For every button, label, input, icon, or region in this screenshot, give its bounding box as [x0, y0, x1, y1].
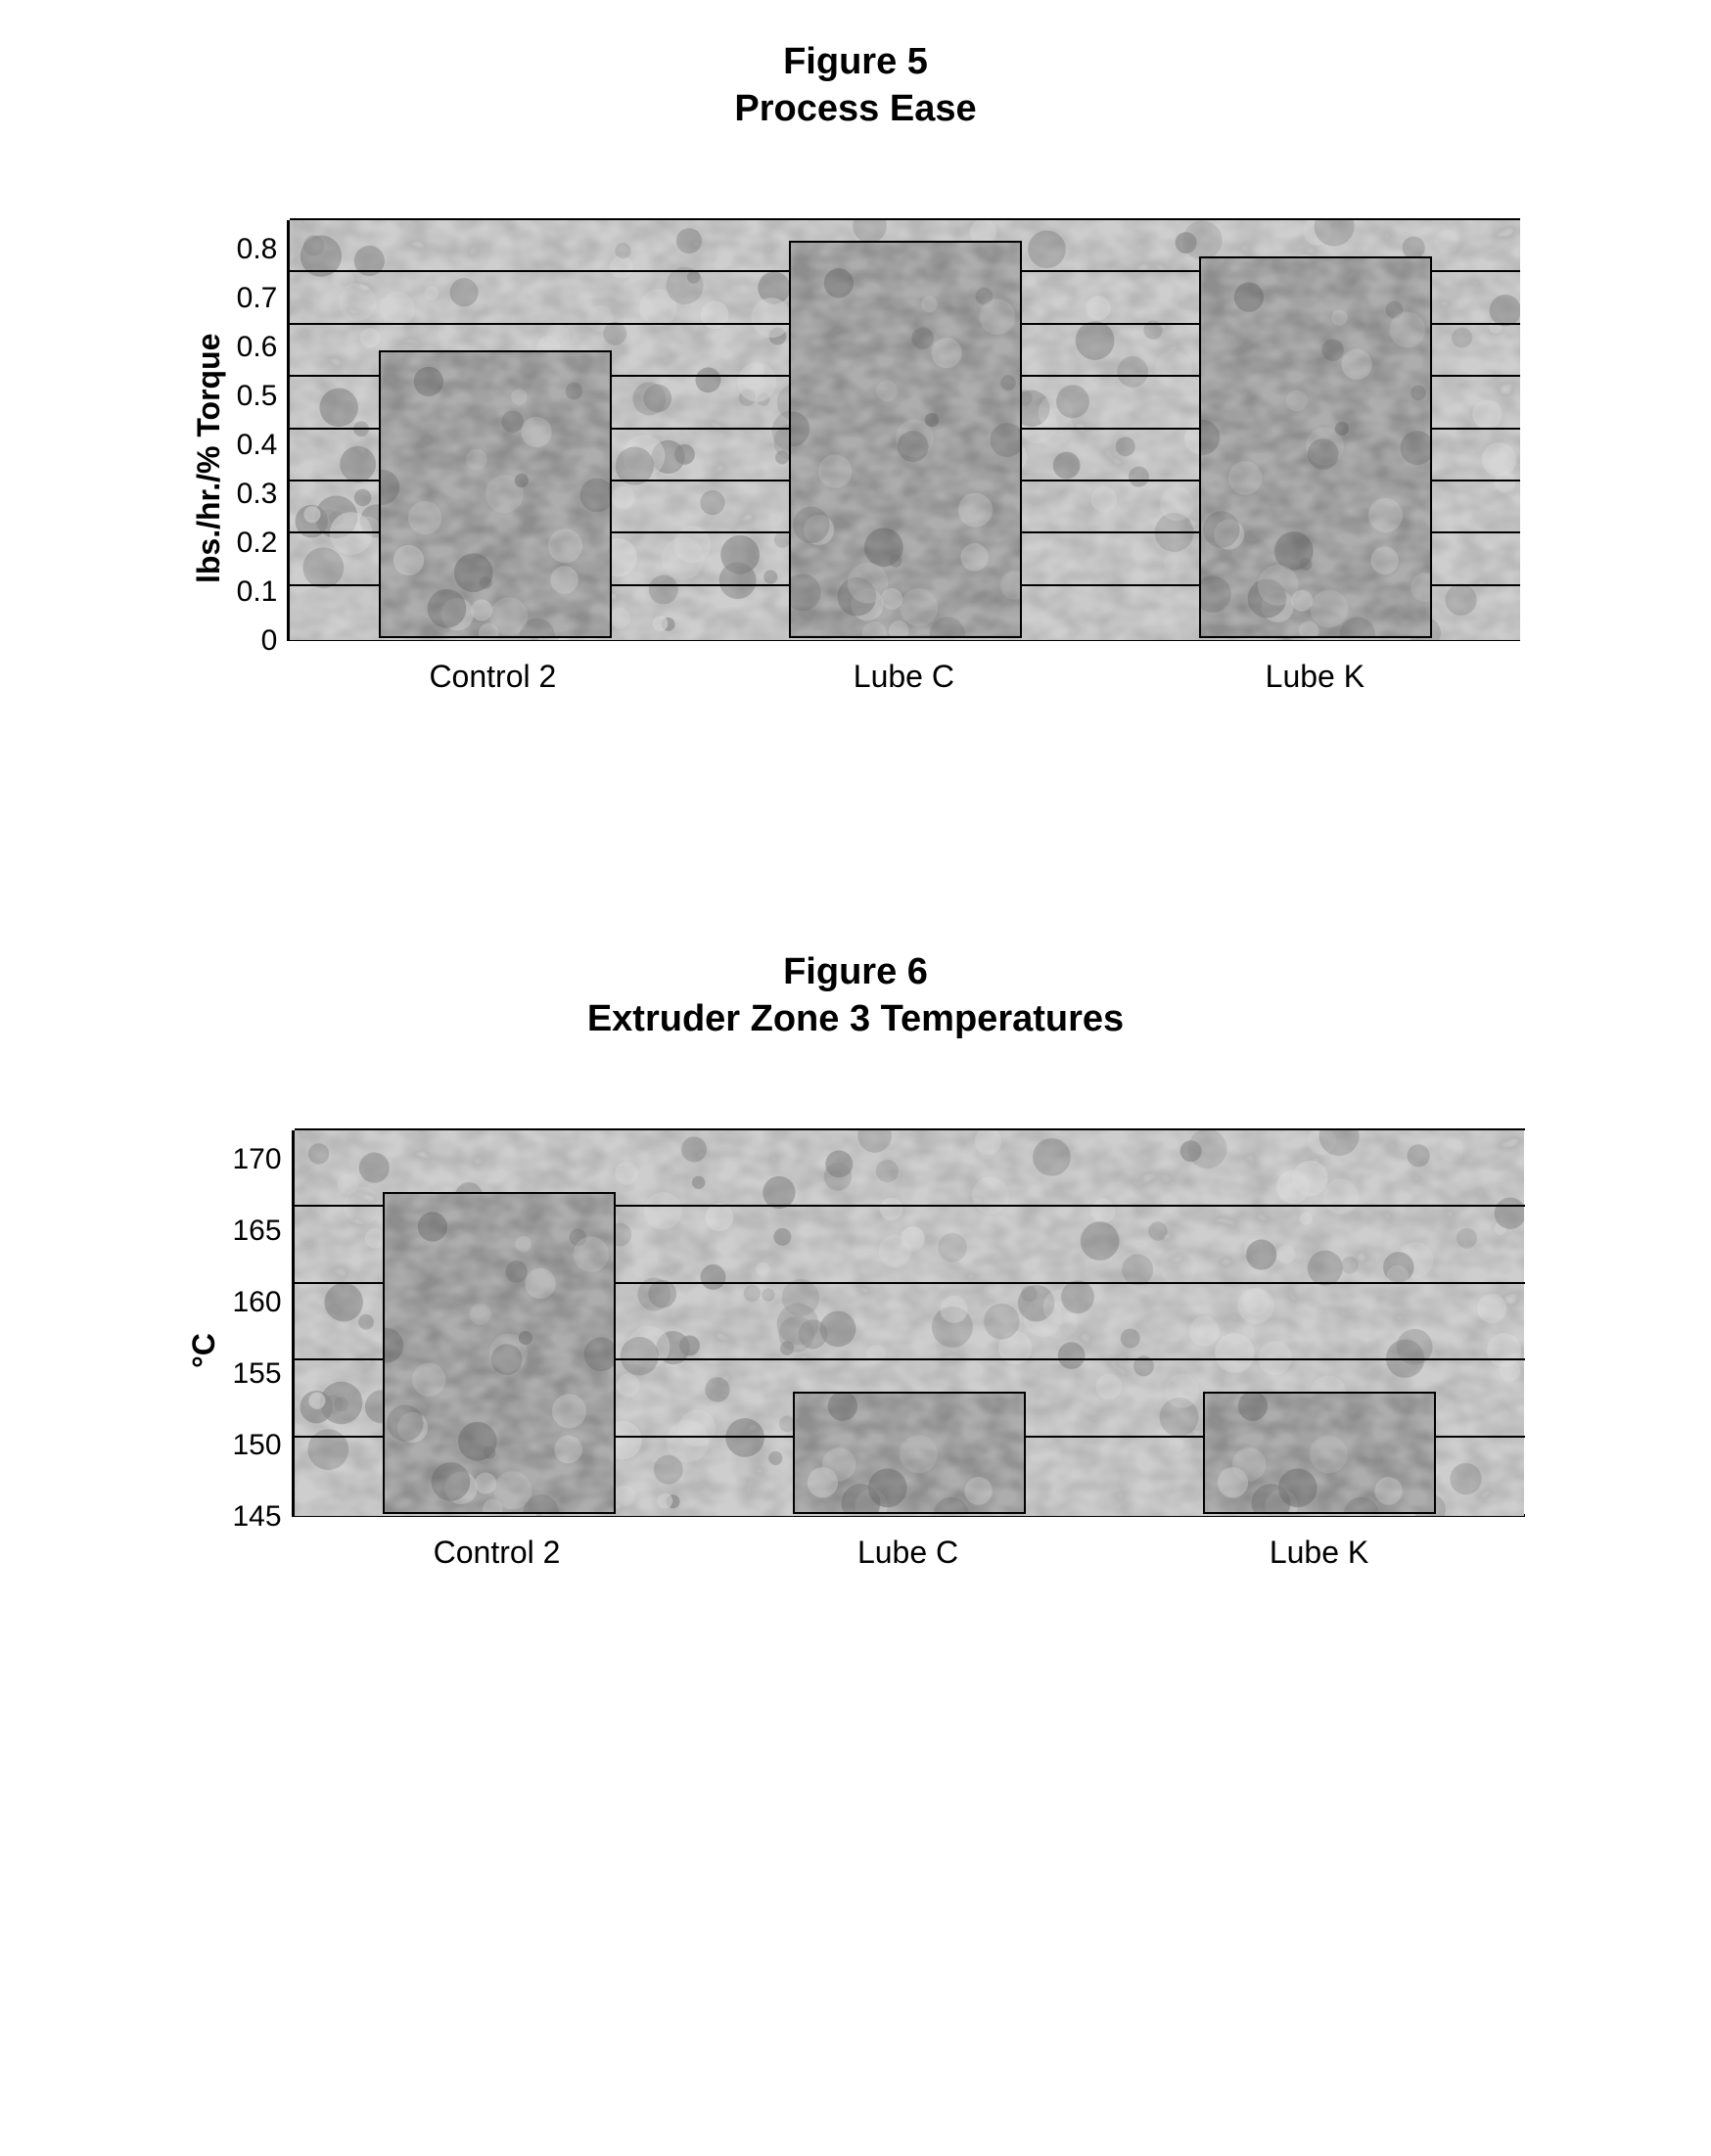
fig5-bar-slot — [1110, 220, 1520, 638]
fig5-ytick: 0.7 — [237, 284, 278, 313]
figure-6-ylabel: °C — [186, 1158, 222, 1544]
figure-6-bars — [295, 1130, 1525, 1514]
figure-5-xlabels: Control 2Lube CLube K — [287, 659, 1520, 695]
fig6-ytick: 170 — [232, 1145, 281, 1174]
fig5-xlabel: Lube K — [1109, 659, 1520, 695]
fig6-bar-slot — [295, 1130, 705, 1514]
fig6-ytick: 160 — [232, 1288, 281, 1317]
figure-6-title-line2: Extruder Zone 3 Temperatures — [0, 996, 1711, 1043]
fig6-xlabel: Lube K — [1114, 1535, 1525, 1571]
figure-6: Figure 6 Extruder Zone 3 Temperatures °C… — [0, 949, 1711, 1571]
figure-5-yaxis: 0.80.70.60.50.40.30.20.10 — [237, 220, 288, 641]
fig6-ytick: 150 — [232, 1431, 281, 1460]
fig6-bar-slot — [705, 1130, 1115, 1514]
fig6-xlabel: Control 2 — [292, 1535, 703, 1571]
fig5-ytick: 0.1 — [237, 577, 278, 607]
fig6-bar-lube-k — [1203, 1392, 1436, 1514]
figure-6-plot-area — [292, 1130, 1525, 1517]
fig5-bar-lube-k — [1199, 256, 1432, 638]
figure-5: Figure 5 Process Ease lbs./hr./% Torque … — [0, 39, 1711, 695]
figure-5-title-line2: Process Ease — [0, 86, 1711, 133]
figure-5-title-line1: Figure 5 — [0, 39, 1711, 86]
fig5-ytick: 0.2 — [237, 528, 278, 558]
fig5-ytick: 0.6 — [237, 333, 278, 362]
fig5-bar-slot — [700, 220, 1110, 638]
fig6-bar-control-2 — [383, 1192, 616, 1514]
fig5-xlabel: Control 2 — [287, 659, 698, 695]
fig5-bar-slot — [290, 220, 700, 638]
fig6-bar-slot — [1115, 1130, 1525, 1514]
fig6-ytick: 165 — [232, 1216, 281, 1246]
figure-6-chart: °C 170 165 160 155 150 145 Control 2Lube CLub… — [186, 1130, 1524, 1571]
fig5-bar-lube-c — [789, 241, 1022, 638]
figure-6-xlabels: Control 2Lube CLube K — [292, 1535, 1525, 1571]
fig5-ytick: 0.4 — [237, 431, 278, 460]
fig6-ytick: 155 — [232, 1359, 281, 1389]
fig5-ytick: 0.5 — [237, 382, 278, 411]
figure-5-title: Figure 5 Process Ease — [0, 39, 1711, 132]
page: Figure 5 Process Ease lbs./hr./% Torque … — [0, 0, 1711, 1688]
fig6-ytick: 145 — [232, 1502, 281, 1532]
fig5-ytick: 0 — [261, 626, 278, 656]
fig5-ytick: 0.8 — [237, 235, 278, 264]
fig5-bar-control-2 — [379, 350, 612, 638]
fig6-xlabel: Lube C — [703, 1535, 1114, 1571]
figure-6-yaxis: 170165160155150145 — [232, 1130, 291, 1517]
figure-5-bars — [290, 220, 1520, 638]
figure-5-chart: lbs./hr./% Torque 0.8 0.7 0.6 0.5 0.4 0.3 0.2 0… — [191, 220, 1521, 695]
figure-6-title: Figure 6 Extruder Zone 3 Temperatures — [0, 949, 1711, 1042]
figure-5-plot-area — [287, 220, 1520, 641]
fig6-bar-lube-c — [793, 1392, 1026, 1514]
fig5-ytick: 0.3 — [237, 480, 278, 509]
fig5-xlabel: Lube C — [698, 659, 1109, 695]
figure-5-ylabel: lbs./hr./% Torque — [191, 248, 227, 668]
figure-6-title-line1: Figure 6 — [0, 949, 1711, 996]
